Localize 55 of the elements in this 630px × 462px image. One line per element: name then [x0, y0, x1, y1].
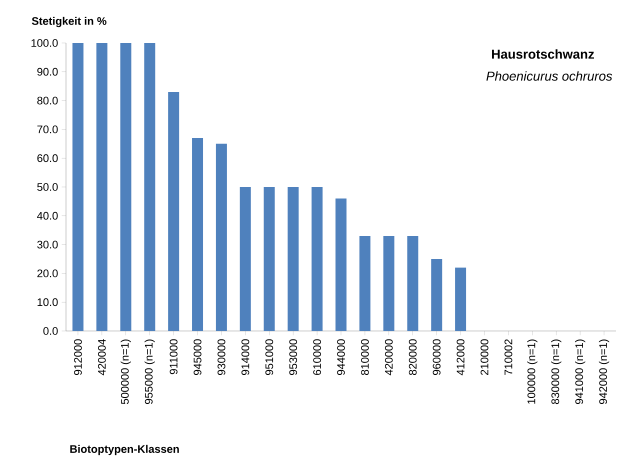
y-tick-label: 10.0 — [38, 298, 58, 306]
y-axis-title: Stetigkeit in % — [32, 16, 106, 28]
bar — [168, 92, 180, 331]
y-tick-label: 60.0 — [37, 154, 58, 162]
chart-title: Hausrotschwanz — [492, 49, 594, 59]
x-tick-label: 942000 (n=1) — [598, 339, 610, 404]
x-tick-label: 953000 — [289, 339, 298, 375]
x-tick-label: 820000 — [408, 339, 417, 376]
y-tick-label: 50.0 — [37, 183, 58, 191]
bar — [431, 258, 442, 331]
bar — [96, 42, 108, 331]
y-tick-label: 20.0 — [37, 270, 58, 278]
x-tick-label: 420004 — [98, 339, 106, 376]
x-tick-label: 830000 (n=1) — [551, 339, 562, 404]
text: Phoenicurus ochruros — [486, 71, 612, 81]
y-tick-label: 70.0 — [37, 126, 58, 134]
bar — [407, 236, 418, 331]
y-tick-label: 90.0 — [37, 68, 58, 76]
bar — [359, 236, 370, 331]
x-tick-label: 420000 — [384, 339, 393, 376]
x-tick-label: 210000 — [480, 339, 488, 375]
x-tick-label: 960000 — [432, 339, 441, 375]
bar — [240, 186, 251, 331]
y-tick-label: 40.0 — [37, 212, 58, 220]
bar — [383, 236, 394, 331]
bar — [288, 186, 299, 331]
x-tick-label: 810000 — [361, 339, 369, 376]
x-tick-label: 930000 — [218, 339, 226, 375]
bar — [216, 144, 227, 331]
bar — [144, 42, 156, 331]
bar — [264, 186, 275, 331]
bar — [312, 186, 323, 331]
y-tick-label: 30.0 — [37, 240, 58, 248]
y-tick-label: 0.0 — [43, 327, 58, 335]
x-tick-label: 955000 (n=1) — [144, 339, 155, 404]
bar — [120, 42, 132, 331]
x-tick-label: 944000 — [337, 339, 345, 375]
x-tick-label: 941000 (n=1) — [575, 339, 586, 404]
y-tick-label: 80.0 — [37, 96, 58, 104]
bar — [72, 42, 84, 331]
x-tick-label: 911000 — [170, 339, 178, 374]
x-tick-label: 912000 — [74, 339, 82, 375]
x-tick-label: 710002 — [504, 339, 512, 375]
y-tick-label: 100.0 — [32, 39, 58, 47]
x-tick-label: 500000 (n=1) — [120, 339, 131, 404]
x-tick-label: 914000 — [241, 339, 250, 375]
bar — [192, 138, 204, 331]
x-tick-label: 100000 (n=1) — [527, 339, 538, 404]
x-tick-label: 945000 — [194, 339, 202, 375]
x-axis-title: Biotoptypen-Klassen — [70, 444, 179, 456]
bar — [455, 268, 466, 331]
x-tick-label: 951000 — [265, 339, 274, 375]
x-tick-label: 610000 — [313, 339, 321, 375]
bar — [336, 198, 346, 331]
x-tick-label: 412000 — [456, 339, 464, 376]
